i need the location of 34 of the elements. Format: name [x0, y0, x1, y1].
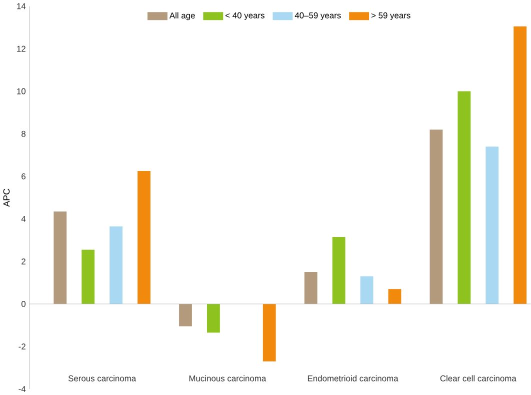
y-tick-label: -4: [18, 386, 26, 392]
x-tick-label: Serous carcinoma: [68, 375, 136, 382]
bar: [110, 226, 123, 304]
bar: [514, 26, 527, 304]
bar: [360, 276, 374, 304]
y-tick-label: 12: [17, 46, 26, 52]
legend-label: < 40 years: [226, 12, 264, 20]
legend-label: All age: [169, 12, 195, 20]
bar: [54, 211, 67, 304]
y-tick-label: 2: [22, 258, 26, 264]
y-tick-label: 14: [17, 3, 26, 10]
y-tick-label: 0: [21, 300, 26, 307]
y-tick-label: 4: [21, 216, 26, 222]
bar: [179, 304, 192, 326]
bar: [388, 288, 402, 304]
bar: [430, 129, 443, 304]
bar: [138, 170, 150, 304]
legend-label: 40–59 years: [294, 12, 341, 20]
bar: [304, 272, 318, 304]
bar: [332, 236, 346, 304]
y-axis-title: APC: [3, 188, 10, 207]
x-tick-label: Mucinous carcinoma: [189, 375, 266, 382]
bar: [82, 250, 95, 304]
bar: [262, 304, 276, 362]
y-tick-label: -2: [18, 343, 26, 350]
legend-label: > 59 years: [371, 12, 410, 20]
x-tick-label: Endometrioid carcinoma: [308, 375, 398, 382]
bar: [207, 304, 220, 333]
y-tick-label: 8: [22, 130, 26, 137]
y-tick-label: 10: [17, 88, 26, 94]
x-tick-label: Clear cell carcinoma: [440, 375, 516, 382]
bar: [486, 146, 499, 304]
y-tick-label: 6: [22, 173, 26, 180]
bar: [458, 91, 471, 304]
